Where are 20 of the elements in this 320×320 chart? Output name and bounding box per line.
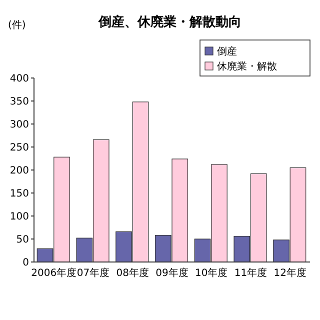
y-tick-label: 100 xyxy=(10,212,29,222)
x-tick-label: 2006年度 xyxy=(31,267,77,279)
y-tick-label: 350 xyxy=(10,96,29,108)
y-tick-label: 300 xyxy=(10,120,29,130)
y-tick-label: 50 xyxy=(16,234,29,246)
x-tick-label: 12年度 xyxy=(274,267,306,279)
legend-label: 倒産 xyxy=(217,46,237,58)
y-tick-label: 200 xyxy=(10,166,29,176)
chart-title: 倒産、休廃業・解散動向 xyxy=(98,14,242,30)
y-tick-label: 0 xyxy=(22,258,29,268)
legend-label: 休廃業・解散 xyxy=(217,60,277,72)
y-tick-label: 250 xyxy=(10,142,29,154)
y-tick-label: 400 xyxy=(10,74,29,84)
x-tick-label: 07年度 xyxy=(76,267,110,279)
y-axis-title: (件) xyxy=(8,20,26,31)
x-tick-label: 10年度 xyxy=(195,267,228,279)
x-tick-label: 11年度 xyxy=(234,267,268,279)
y-tick-label: 150 xyxy=(10,188,29,200)
x-tick-label: 08年度 xyxy=(116,267,149,279)
x-tick-label: 09年度 xyxy=(156,267,188,279)
